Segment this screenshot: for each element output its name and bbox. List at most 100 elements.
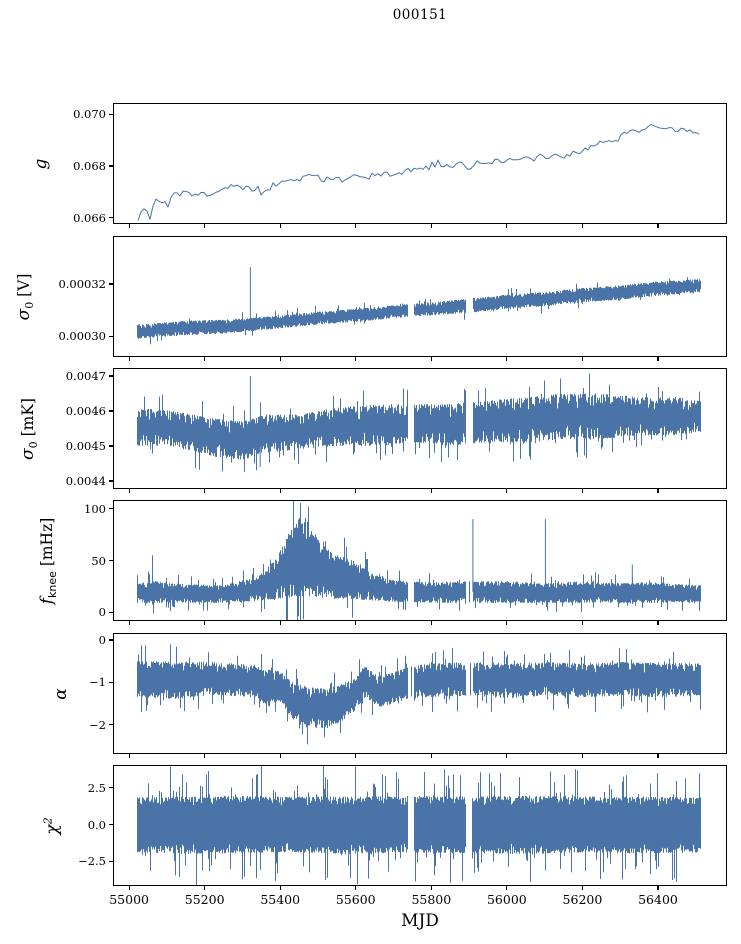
- y-tick-mark: [108, 480, 113, 482]
- y-tick-label: 0.0047: [65, 369, 106, 384]
- panel-sigma0-v: σ0 [V] 0.00030 0.00032: [14, 236, 727, 362]
- y-tick-mark: [108, 165, 113, 167]
- x-tick-mark: [279, 621, 281, 626]
- y-tick-mark: [108, 335, 113, 337]
- y-tick-label: 0.0: [87, 817, 106, 832]
- ylabel-part: [mK]: [19, 397, 37, 441]
- x-tick-label: 56200: [562, 892, 603, 907]
- y-tick-mark: [108, 611, 113, 613]
- x-tick-mark: [430, 621, 432, 626]
- x-tick-label: 55400: [260, 892, 301, 907]
- x-tick-label: 56000: [486, 892, 527, 907]
- x-tick-mark: [657, 886, 659, 891]
- y-tick-mark: [108, 410, 113, 412]
- y-tick-label: −2: [89, 717, 106, 732]
- g-plot-canvas: [114, 104, 726, 223]
- sigma0-mk-plot-canvas: [114, 369, 726, 488]
- y-tick-mark: [108, 375, 113, 377]
- sigma0-v-plot-canvas: [114, 237, 726, 356]
- x-tick-mark: [204, 621, 206, 626]
- x-tick-mark: [355, 886, 357, 891]
- x-tick-label: 55600: [335, 892, 376, 907]
- x-tick-mark: [430, 489, 432, 494]
- ylabel-part: σ: [18, 447, 38, 460]
- x-tick-mark: [506, 754, 508, 759]
- y-tick-mark: [108, 113, 113, 115]
- x-tick-mark: [128, 489, 130, 494]
- ylabel-part: f: [37, 597, 57, 604]
- panel-chi2: χ2 −2.5 0.0 2.5 55000 55200 55400 55600 55800 56…: [42, 765, 727, 907]
- x-tick-mark: [355, 224, 357, 229]
- x-tick-mark: [204, 489, 206, 494]
- x-tick-mark: [355, 489, 357, 494]
- x-tick-mark: [279, 224, 281, 229]
- x-tick-mark: [279, 357, 281, 362]
- x-tick-mark: [581, 754, 584, 759]
- chi2-plot-canvas: [114, 766, 726, 885]
- x-tick-mark: [506, 489, 508, 494]
- x-tick-mark: [355, 754, 357, 759]
- x-tick-mark: [128, 357, 130, 362]
- y-tick-mark: [108, 639, 113, 641]
- x-tick-mark: [506, 357, 508, 362]
- x-tick-mark: [355, 621, 357, 626]
- figure-title: 000151: [392, 7, 448, 23]
- x-tick-mark: [581, 489, 584, 494]
- ylabel-part: σ: [14, 308, 34, 320]
- x-tick-mark: [430, 886, 432, 891]
- fknee-plot-canvas: [114, 501, 726, 620]
- x-tick-mark: [657, 754, 659, 759]
- y-tick-mark: [108, 823, 113, 826]
- x-tick-mark: [204, 886, 206, 891]
- x-tick-label: 56400: [638, 892, 678, 907]
- y-tick-mark: [108, 681, 113, 683]
- panel-sigma0-mk: σ0 [mK] 0.0044 0.0045 0.0046 0.0047: [18, 368, 727, 494]
- y-tick-mark: [108, 217, 113, 219]
- y-tick-label: 0.070: [73, 107, 106, 122]
- x-tick-mark: [657, 224, 659, 229]
- y-tick-label: 0.0045: [65, 439, 106, 453]
- x-tick-mark: [581, 621, 584, 626]
- x-tick-mark: [657, 489, 659, 494]
- y-tick-label: −1: [89, 675, 106, 690]
- x-tick-mark: [279, 754, 281, 759]
- panel-fknee: fknee [mHz] 0 50 100: [37, 500, 727, 626]
- y-tick-mark: [108, 445, 113, 447]
- alpha-plot-canvas: [114, 634, 726, 753]
- y-tick-label: 0.00032: [58, 277, 106, 292]
- sigma0-v-axis-label: σ0 [V]: [14, 273, 36, 320]
- x-tick-mark: [581, 357, 584, 362]
- y-tick-mark: [108, 787, 113, 789]
- x-tick-mark: [128, 754, 130, 759]
- x-tick-mark: [128, 224, 130, 229]
- x-tick-mark: [657, 357, 659, 362]
- x-tick-label: 55800: [411, 892, 452, 907]
- x-tick-mark: [204, 224, 206, 229]
- y-tick-mark: [108, 508, 113, 510]
- x-tick-mark: [128, 621, 130, 626]
- x-tick-mark: [279, 489, 281, 494]
- ylabel-part: [V]: [15, 273, 33, 302]
- y-tick-label: 2.5: [87, 780, 106, 795]
- y-tick-mark: [108, 724, 113, 726]
- y-tick-label: 0.00030: [58, 329, 106, 344]
- x-tick-mark: [128, 886, 130, 891]
- y-tick-label: 0.0044: [65, 474, 106, 488]
- x-tick-mark: [279, 886, 281, 891]
- x-tick-mark: [506, 224, 508, 229]
- y-tick-label: 0: [98, 605, 106, 620]
- y-tick-label: 0.0046: [65, 404, 106, 418]
- x-tick-mark: [506, 886, 508, 891]
- y-tick-label: 50: [91, 553, 106, 568]
- x-tick-label: 55000: [109, 892, 149, 907]
- x-tick-mark: [657, 621, 659, 626]
- x-tick-mark: [581, 886, 584, 891]
- y-tick-label: 100: [84, 501, 106, 516]
- x-tick-mark: [506, 621, 508, 626]
- y-tick-mark: [108, 559, 113, 562]
- ylabel-part: knee: [46, 570, 59, 598]
- x-tick-mark: [204, 357, 206, 362]
- panel-alpha: α −2 −1 0: [51, 633, 727, 759]
- y-tick-label: 0.066: [73, 210, 106, 225]
